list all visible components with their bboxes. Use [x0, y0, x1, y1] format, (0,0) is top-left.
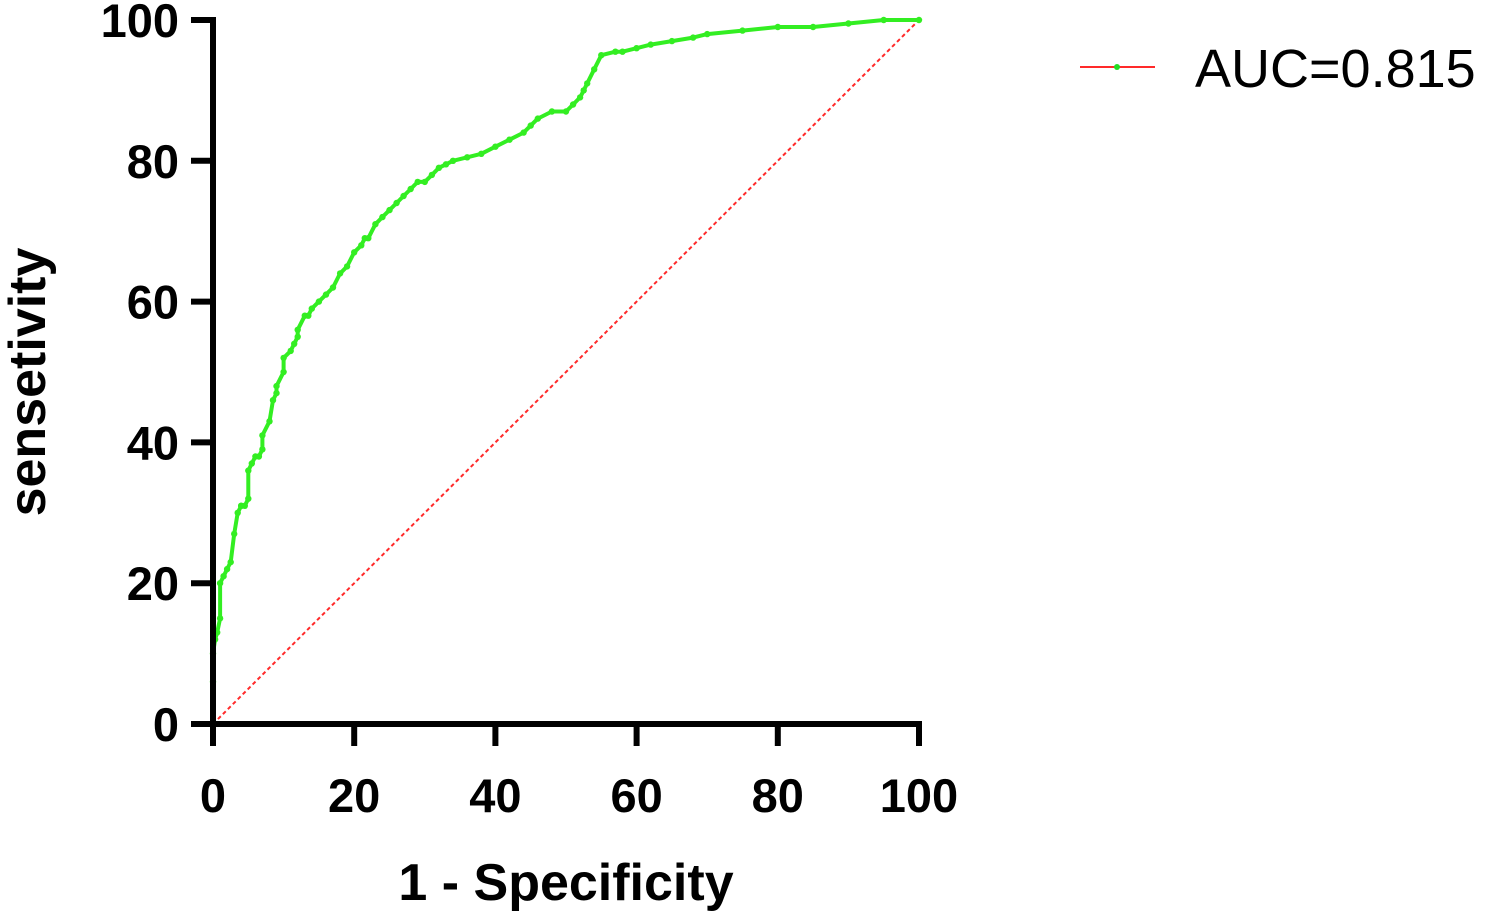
roc-point [576, 94, 584, 101]
y-tick-label: 100 [101, 0, 179, 47]
roc-point [329, 284, 337, 291]
roc-point [322, 291, 330, 298]
x-tick-label: 80 [752, 769, 804, 822]
roc-point [220, 573, 227, 580]
roc-point [291, 340, 298, 347]
roc-point [464, 154, 471, 161]
roc-point [386, 206, 393, 214]
roc-point [584, 80, 591, 87]
roc-point [216, 615, 224, 622]
roc-point [534, 115, 541, 122]
roc-point [259, 432, 266, 439]
roc-point [548, 108, 556, 115]
roc-point [227, 558, 234, 566]
roc-point [245, 495, 252, 502]
roc-point [421, 178, 428, 186]
roc-point [915, 16, 923, 24]
roc-point [241, 502, 248, 509]
roc-point [231, 530, 238, 538]
roc-point [280, 354, 287, 362]
roc-curve-points [209, 16, 923, 728]
y-axis-ticks: 0 20 40 60 80 100 [101, 0, 213, 751]
roc-point [343, 263, 351, 270]
roc-point [580, 87, 587, 94]
roc-point [619, 48, 626, 55]
roc-point [379, 213, 386, 221]
roc-point [449, 157, 457, 164]
roc-point [506, 136, 513, 143]
roc-point [259, 446, 266, 453]
roc-point [845, 20, 852, 27]
roc-point [400, 192, 407, 200]
roc-point [315, 298, 323, 305]
y-tick-label: 0 [153, 698, 179, 751]
roc-point [269, 397, 277, 404]
roc-point [305, 312, 312, 319]
roc-point [287, 347, 294, 355]
roc-point [739, 27, 746, 34]
y-tick-label: 60 [127, 276, 179, 329]
roc-point [365, 235, 372, 242]
roc-point [336, 270, 344, 277]
axes: 0 20 40 60 80 100 0 20 40 60 80 100 [101, 0, 959, 822]
roc-point [569, 101, 577, 108]
plot-area [209, 16, 923, 728]
legend-label: AUC=0.815 [1195, 39, 1476, 99]
roc-point [647, 41, 654, 48]
x-tick-label: 60 [610, 769, 662, 822]
roc-point [591, 66, 598, 73]
roc-point [273, 389, 280, 397]
roc-point [234, 509, 241, 516]
roc-point [216, 580, 224, 587]
roc-point [598, 52, 605, 59]
roc-point [527, 122, 534, 129]
legend-marker-swatch [1114, 64, 1120, 70]
y-tick-label: 80 [127, 135, 179, 188]
y-tick-label: 40 [127, 416, 179, 469]
roc-point [414, 178, 421, 186]
roc-point [689, 34, 697, 41]
roc-point [294, 326, 301, 333]
roc-point [245, 467, 252, 474]
roc-point [478, 150, 485, 157]
roc-point [809, 23, 817, 31]
roc-point [880, 16, 887, 24]
roc-point [294, 333, 301, 340]
y-tick-label: 20 [127, 557, 179, 610]
y-axis-title: sensetivity [0, 248, 57, 517]
roc-point [223, 565, 231, 573]
roc-point [704, 30, 711, 38]
roc-point [612, 48, 619, 55]
x-tick-label: 0 [200, 769, 226, 822]
x-axis-title: 1 - Specificity [398, 854, 733, 912]
x-axis-ticks: 0 20 40 60 80 100 [200, 724, 958, 822]
roc-point [633, 45, 640, 52]
roc-point [562, 108, 570, 115]
roc-point [248, 460, 255, 467]
roc-point [280, 368, 287, 376]
roc-point [273, 382, 280, 390]
roc-point [520, 129, 527, 136]
roc-point [308, 305, 315, 312]
reference-diagonal-line [212, 19, 920, 725]
roc-point [668, 37, 676, 45]
roc-point [393, 199, 400, 207]
roc-point [358, 242, 365, 249]
x-tick-label: 40 [469, 769, 521, 822]
roc-point [266, 418, 273, 425]
roc-point [255, 453, 263, 460]
roc-point [442, 161, 450, 168]
x-tick-label: 20 [328, 769, 380, 822]
roc-point [428, 171, 436, 179]
roc-point [774, 23, 781, 31]
roc-point [435, 164, 443, 171]
roc-point [351, 249, 358, 256]
roc-point [372, 221, 379, 228]
roc-point [407, 185, 414, 193]
x-tick-label: 100 [880, 769, 958, 822]
roc-point [492, 143, 499, 150]
legend: AUC=0.815 [1080, 39, 1476, 99]
